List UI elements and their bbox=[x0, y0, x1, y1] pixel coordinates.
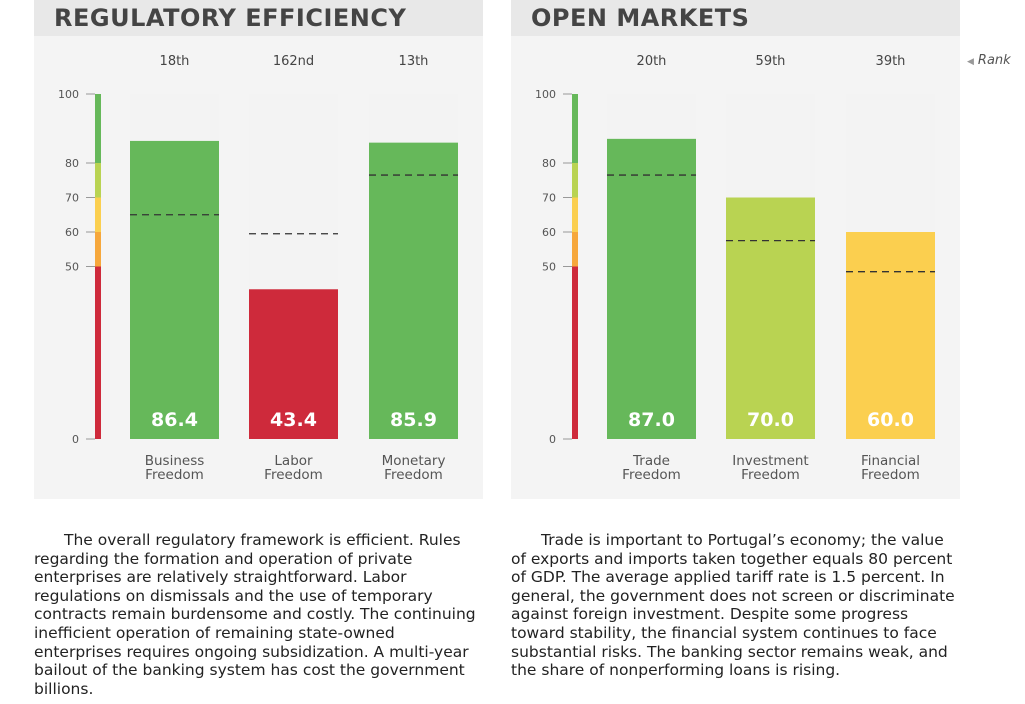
category-label-line: Monetary bbox=[382, 453, 446, 469]
bar-value-label: 85.9 bbox=[390, 409, 437, 431]
category-label: Business Freedom bbox=[145, 453, 205, 483]
chart-panel-open-markets: 0 50 60 70 80 100 87.0 20th Trade Freedom 70.0 59th… bbox=[511, 36, 960, 499]
bar bbox=[726, 197, 815, 439]
y-tick-label: 80 bbox=[542, 157, 556, 170]
rank-label: 162nd bbox=[273, 54, 314, 69]
category-label-line: Freedom bbox=[384, 467, 443, 483]
category-label-line: Business bbox=[145, 453, 205, 469]
scale-band-1 bbox=[572, 232, 578, 267]
category-label-line: Labor bbox=[274, 453, 313, 469]
scale-band-3 bbox=[572, 163, 578, 198]
category-label: Labor Freedom bbox=[264, 453, 323, 483]
bar-value-label: 43.4 bbox=[270, 409, 317, 431]
category-label: Investment Freedom bbox=[732, 453, 808, 483]
bar bbox=[249, 289, 338, 439]
scale-band-1 bbox=[95, 232, 101, 267]
bar-value-label: 60.0 bbox=[867, 409, 914, 431]
rank-label: 39th bbox=[876, 54, 906, 69]
scale-band-0 bbox=[95, 266, 101, 439]
section-title-open-markets: OPEN MARKETS bbox=[511, 0, 960, 36]
y-tick-label: 0 bbox=[549, 433, 556, 446]
scale-band-0 bbox=[572, 266, 578, 439]
bar-value-label: 70.0 bbox=[747, 409, 794, 431]
category-label-line: Freedom bbox=[741, 467, 800, 483]
rank-legend: ◀ Rank bbox=[967, 53, 1011, 68]
category-label-line: Freedom bbox=[622, 467, 681, 483]
y-tick-label: 70 bbox=[65, 192, 79, 205]
y-tick-label: 60 bbox=[542, 226, 556, 239]
bar bbox=[369, 142, 458, 439]
rank-legend-label: Rank bbox=[977, 53, 1011, 68]
scale-band-3 bbox=[95, 163, 101, 198]
triangle-left-icon: ◀ bbox=[967, 57, 974, 67]
rank-label: 59th bbox=[756, 54, 786, 69]
rank-label: 18th bbox=[160, 54, 190, 69]
section-title-regulatory: REGULATORY EFFICIENCY bbox=[34, 0, 483, 36]
description-regulatory: The overall regulatory framework is effi… bbox=[34, 531, 476, 698]
y-tick-label: 70 bbox=[542, 192, 556, 205]
chart-panel-regulatory: 0 50 60 70 80 100 86.4 18th Business Freedom 43.4 1… bbox=[34, 36, 483, 499]
category-label-line: Freedom bbox=[861, 467, 920, 483]
scale-band-4 bbox=[572, 94, 578, 163]
bar bbox=[607, 138, 696, 439]
y-tick-label: 60 bbox=[65, 226, 79, 239]
category-label-line: Investment bbox=[732, 453, 808, 469]
category-label: Monetary Freedom bbox=[382, 453, 446, 483]
y-tick-label: 100 bbox=[58, 88, 79, 101]
bar-value-label: 87.0 bbox=[628, 409, 675, 431]
category-label-line: Freedom bbox=[264, 467, 323, 483]
bar-value-label: 86.4 bbox=[151, 409, 198, 431]
y-tick-label: 0 bbox=[72, 433, 79, 446]
y-tick-label: 50 bbox=[542, 261, 556, 274]
category-label-line: Financial bbox=[861, 453, 920, 469]
scale-band-2 bbox=[572, 197, 578, 232]
scale-band-4 bbox=[95, 94, 101, 163]
scale-band-2 bbox=[95, 197, 101, 232]
y-tick-label: 80 bbox=[65, 157, 79, 170]
category-label: Trade Freedom bbox=[622, 453, 681, 483]
rank-label: 20th bbox=[637, 54, 667, 69]
category-label-line: Trade bbox=[632, 453, 670, 469]
bar bbox=[130, 140, 219, 440]
y-tick-label: 100 bbox=[535, 88, 556, 101]
category-label: Financial Freedom bbox=[861, 453, 920, 483]
bar bbox=[846, 232, 935, 439]
category-label-line: Freedom bbox=[145, 467, 204, 483]
y-tick-label: 50 bbox=[65, 261, 79, 274]
rank-label: 13th bbox=[399, 54, 429, 69]
description-open-markets: Trade is important to Portugal’s economy… bbox=[511, 531, 955, 680]
